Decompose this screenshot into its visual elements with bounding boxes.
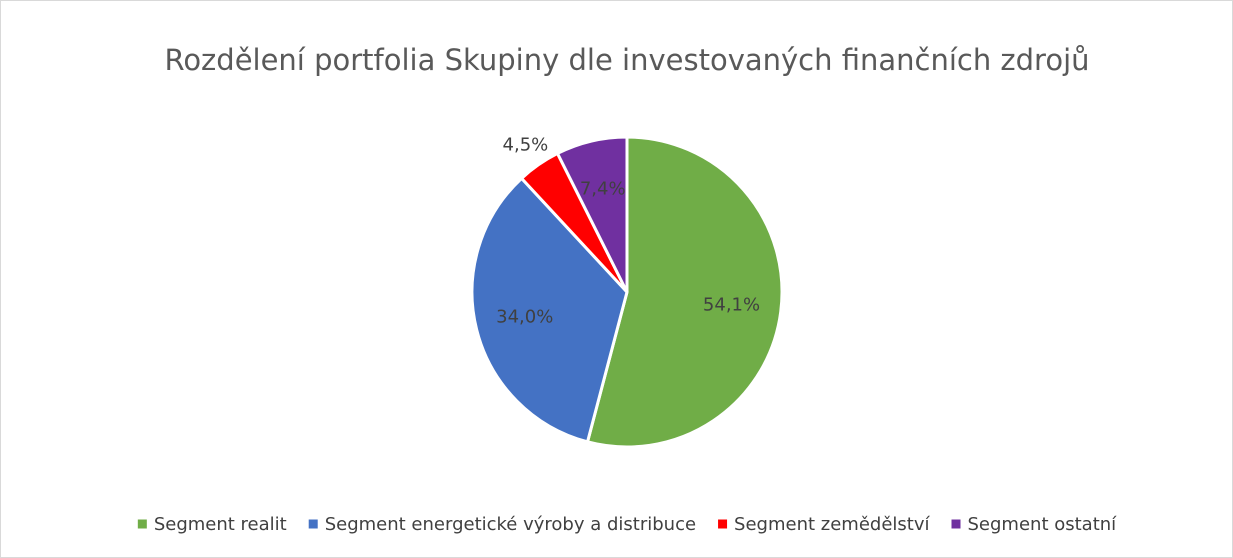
legend-label: Segment zemědělství [734,514,930,535]
data-label: 34,0% [496,307,553,328]
data-label: 54,1% [703,295,760,316]
data-label: 4,5% [503,135,549,156]
data-label: 7,4% [580,178,626,199]
pie-slice [555,135,629,293]
legend-label: Segment realit [154,514,287,535]
legend-label: Segment ostatní [968,514,1118,535]
pie-slice [470,176,629,444]
chart-title: Rozdělení portfolia Skupiny dle investov… [164,43,1089,77]
pie-slice [585,135,784,449]
legend-swatch [951,519,961,529]
legend-swatch [137,519,147,529]
legend-swatch [308,519,318,529]
legend-label: Segment energetické výroby a distribuce [325,514,696,535]
legend-swatch [718,519,728,529]
